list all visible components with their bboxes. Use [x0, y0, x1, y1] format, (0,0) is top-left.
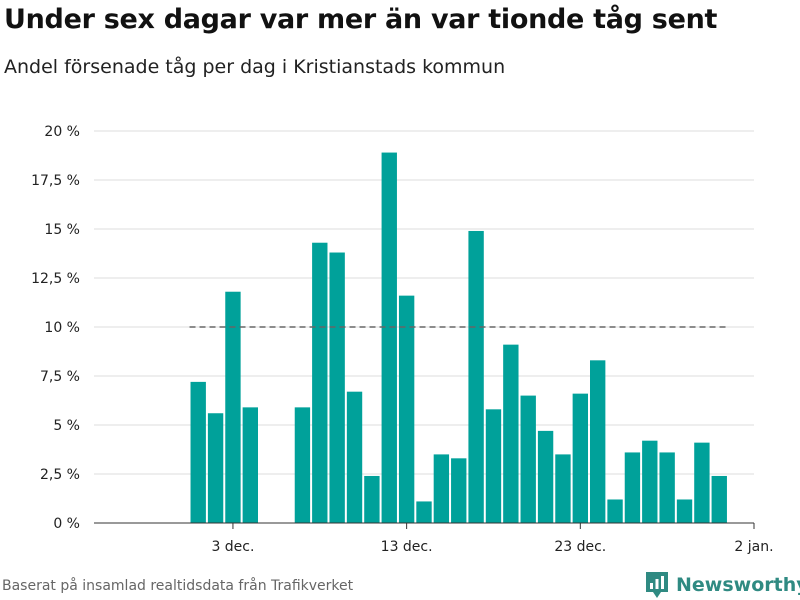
bar — [711, 475, 727, 523]
y-tick-label: 2,5 % — [40, 467, 80, 483]
source-note: Baserat på insamlad realtidsdata från Tr… — [2, 578, 354, 594]
bar — [242, 407, 258, 523]
x-tick-label: 3 dec. — [211, 539, 254, 555]
y-tick-label: 20 % — [44, 124, 80, 140]
bar — [468, 230, 484, 523]
bar — [329, 252, 345, 523]
bar — [607, 499, 623, 523]
bar — [381, 152, 397, 523]
bar — [694, 442, 710, 523]
chart-subtitle: Andel försenade tåg per dag i Kristianst… — [4, 56, 506, 78]
bar — [520, 395, 536, 523]
bar — [190, 381, 206, 523]
bar — [207, 413, 224, 523]
bar — [659, 452, 675, 523]
bar — [312, 242, 328, 523]
bar — [624, 452, 641, 523]
bar — [676, 499, 693, 523]
bar — [485, 409, 502, 523]
x-tick-label: 23 dec. — [554, 539, 606, 555]
bar — [364, 475, 380, 523]
bar-chart-logo-icon — [646, 572, 668, 598]
bar — [642, 440, 658, 523]
bar — [451, 458, 467, 523]
brand-name: Newsworthy — [676, 574, 800, 596]
bar — [294, 407, 311, 523]
x-tick-label: 13 dec. — [381, 539, 433, 555]
bar — [572, 393, 588, 523]
bar — [555, 454, 571, 523]
x-tick-label: 2 jan. — [734, 539, 773, 555]
bar — [590, 360, 606, 523]
y-tick-label: 15 % — [44, 222, 80, 238]
y-tick-label: 7,5 % — [40, 369, 80, 385]
bar — [416, 501, 432, 523]
brand-logo: Newsworthy — [644, 570, 800, 600]
y-tick-label: 10 % — [44, 320, 80, 336]
bar — [346, 391, 363, 523]
y-tick-label: 12,5 % — [31, 271, 80, 287]
y-tick-label: 0 % — [53, 516, 80, 532]
chart-title: Under sex dagar var mer än var tionde tå… — [4, 4, 718, 35]
y-tick-label: 17,5 % — [31, 173, 80, 189]
bar — [433, 454, 450, 523]
bar — [537, 430, 554, 523]
bar — [225, 291, 241, 523]
bar — [503, 344, 519, 523]
y-tick-label: 5 % — [53, 418, 80, 434]
bar — [398, 295, 415, 523]
